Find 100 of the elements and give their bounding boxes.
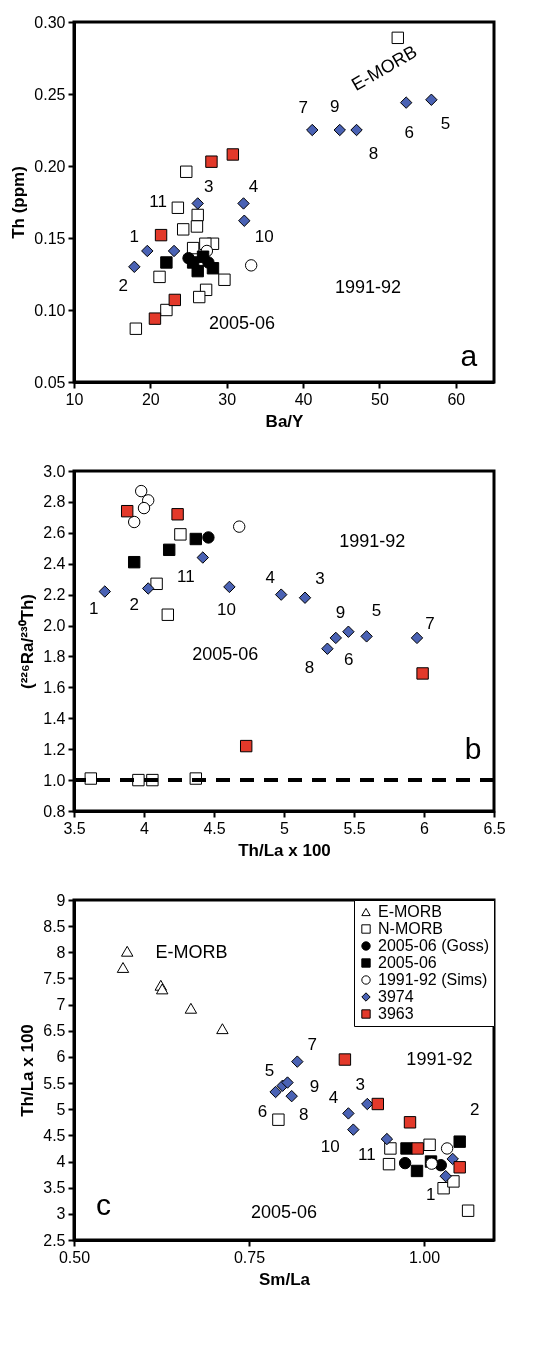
point xyxy=(167,244,181,258)
point xyxy=(190,220,204,233)
annotation: 7 xyxy=(298,98,308,117)
point xyxy=(399,96,413,109)
point xyxy=(191,197,204,210)
annotation: 1 xyxy=(129,226,140,246)
point xyxy=(206,262,220,275)
annotation: 1 xyxy=(89,598,99,618)
x-tick-label: 60 xyxy=(447,390,466,408)
annotation: 4 xyxy=(328,1088,339,1108)
y-tick-label: 0.25 xyxy=(34,85,66,103)
annotation: 5 xyxy=(264,1060,275,1080)
point xyxy=(189,532,202,546)
point xyxy=(382,1157,396,1171)
point xyxy=(177,223,190,236)
x-tick-label: 0.75 xyxy=(233,1248,266,1266)
point xyxy=(168,293,181,307)
y-tick-label: 3.0 xyxy=(43,462,66,480)
point xyxy=(275,588,288,601)
point xyxy=(216,1023,229,1035)
x-tick-label: 4 xyxy=(140,819,150,837)
point xyxy=(272,1113,285,1126)
x-tick-label: 50 xyxy=(371,390,389,408)
x-tick-label: 30 xyxy=(218,390,237,408)
y-tick-label: 0.30 xyxy=(34,13,66,31)
legend-label: 3974 xyxy=(378,988,414,1005)
y-tick-label: 5 xyxy=(56,1100,66,1118)
point xyxy=(371,1097,384,1111)
annotation: c xyxy=(95,1188,111,1221)
x-tick-label: 6.5 xyxy=(483,819,506,837)
point xyxy=(98,585,111,598)
point xyxy=(240,739,253,753)
point xyxy=(84,772,97,785)
point xyxy=(361,1097,374,1111)
annotation: 11 xyxy=(358,1145,376,1165)
y-tick-label: 2.8 xyxy=(43,493,66,511)
point xyxy=(180,165,193,178)
point xyxy=(191,208,204,222)
point xyxy=(398,1156,412,1170)
annotation: 2005-06 xyxy=(192,643,259,664)
point xyxy=(285,1089,298,1103)
annotation: a xyxy=(460,338,478,372)
point xyxy=(400,1142,413,1155)
y-tick-label: 0.05 xyxy=(34,373,66,391)
point xyxy=(237,197,250,210)
y-tick-label: 1.4 xyxy=(43,709,66,727)
y-tick-label: 2.4 xyxy=(43,555,66,573)
x-axis-title: Sm/La xyxy=(258,1269,311,1289)
legend-label: 3963 xyxy=(378,1005,414,1022)
y-tick-label: 6.5 xyxy=(43,1022,66,1040)
point xyxy=(403,1116,417,1129)
y-tick-label: 2.6 xyxy=(43,524,66,542)
annotation: 1 xyxy=(425,1185,436,1205)
annotation: 3 xyxy=(203,177,214,197)
point xyxy=(291,1055,304,1068)
annotation: 6 xyxy=(257,1101,268,1121)
point xyxy=(350,123,363,137)
point xyxy=(437,1182,450,1195)
annotation: 5 xyxy=(440,113,451,133)
point xyxy=(142,582,155,595)
annotation: 11 xyxy=(149,191,167,211)
y-tick-label: 2.0 xyxy=(43,617,66,635)
point xyxy=(161,608,174,621)
annotation: 9 xyxy=(309,1076,320,1096)
point xyxy=(174,528,187,541)
point xyxy=(163,543,176,557)
y-tick-label: 0.20 xyxy=(34,157,66,175)
point xyxy=(333,123,346,137)
annotation: 2 xyxy=(129,595,139,615)
point xyxy=(410,631,424,645)
point xyxy=(298,591,312,604)
x-tick-label: 5 xyxy=(280,819,290,837)
annotation: 2 xyxy=(118,275,129,295)
y-tick-label: 7.5 xyxy=(43,969,66,987)
annotation: E-MORB xyxy=(155,941,228,962)
point xyxy=(347,1123,360,1136)
point xyxy=(121,945,134,957)
point xyxy=(461,1204,475,1217)
y-tick-label: 4 xyxy=(56,1153,66,1171)
legend-label: N-MORB xyxy=(378,920,443,937)
point xyxy=(193,290,206,304)
x-tick-label: 1.00 xyxy=(408,1248,441,1266)
annotation: 7 xyxy=(425,613,435,633)
annotation: 4 xyxy=(248,177,259,197)
y-tick-label: 1.2 xyxy=(43,740,66,758)
point xyxy=(202,531,215,544)
point xyxy=(423,1138,436,1151)
y-tick-label: 9 xyxy=(56,891,66,909)
legend-label: 1991-92 (Sims) xyxy=(378,971,488,988)
annotation: 1991-92 xyxy=(339,531,406,552)
y-axis-title: Th (ppm) xyxy=(9,166,29,239)
point xyxy=(148,312,162,325)
point xyxy=(306,123,319,137)
annotation: 10 xyxy=(216,599,236,619)
point xyxy=(191,264,204,278)
y-tick-label: 0.8 xyxy=(43,802,66,820)
point xyxy=(141,244,154,258)
annotation: 1991-92 xyxy=(334,277,402,298)
y-tick-label: 8 xyxy=(56,943,66,961)
point xyxy=(410,1164,424,1178)
